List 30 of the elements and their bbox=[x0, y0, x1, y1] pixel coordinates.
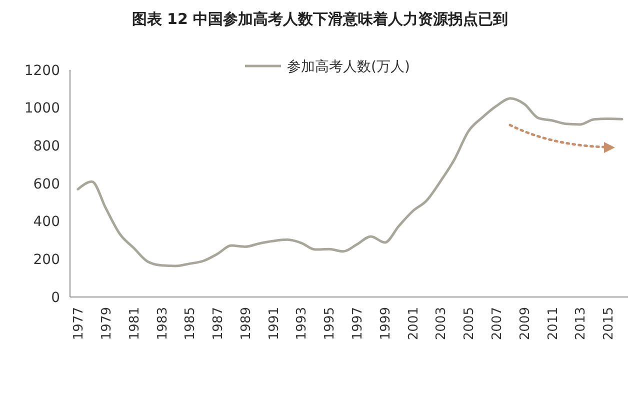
x-tick-label: 2011 bbox=[546, 307, 561, 340]
x-tick-label: 2007 bbox=[490, 307, 506, 340]
x-tick-label: 1987 bbox=[211, 307, 226, 340]
x-tick-label: 2001 bbox=[406, 307, 422, 340]
y-tick-label: 600 bbox=[33, 176, 60, 192]
x-tick-label: 2015 bbox=[602, 307, 617, 340]
x-tick-label: 1979 bbox=[99, 307, 114, 340]
x-tick-label: 1977 bbox=[72, 307, 87, 340]
y-tick-label: 400 bbox=[33, 214, 60, 230]
x-tick-label: 1997 bbox=[350, 307, 366, 340]
chart-title: 图表 12 中国参加高考人数下滑意味着人力资源拐点已到 bbox=[132, 10, 508, 28]
x-tick-label: 1991 bbox=[266, 307, 282, 340]
y-tick-label: 1000 bbox=[24, 100, 60, 117]
y-tick-label: 200 bbox=[33, 252, 60, 268]
line-series bbox=[76, 97, 624, 268]
y-tick-label: 800 bbox=[33, 138, 60, 155]
y-tick-label: 1200 bbox=[24, 62, 60, 79]
x-tick-label: 2009 bbox=[518, 307, 533, 340]
x-tick-label: 1999 bbox=[378, 307, 394, 340]
x-tick-label: 2005 bbox=[462, 307, 478, 340]
x-tick-label: 1983 bbox=[155, 307, 170, 340]
x-tick-label: 2013 bbox=[574, 307, 589, 340]
y-tick-label: 0 bbox=[51, 290, 60, 306]
x-tick-label: 1995 bbox=[322, 307, 338, 340]
legend-label: 参加高考人数(万人) bbox=[287, 58, 410, 75]
x-tick-label: 1985 bbox=[183, 307, 198, 340]
x-tick-label: 1993 bbox=[294, 307, 310, 340]
x-tick-label: 1981 bbox=[127, 307, 142, 340]
x-tick-label: 2003 bbox=[434, 307, 450, 340]
x-tick-label: 1989 bbox=[238, 307, 254, 340]
